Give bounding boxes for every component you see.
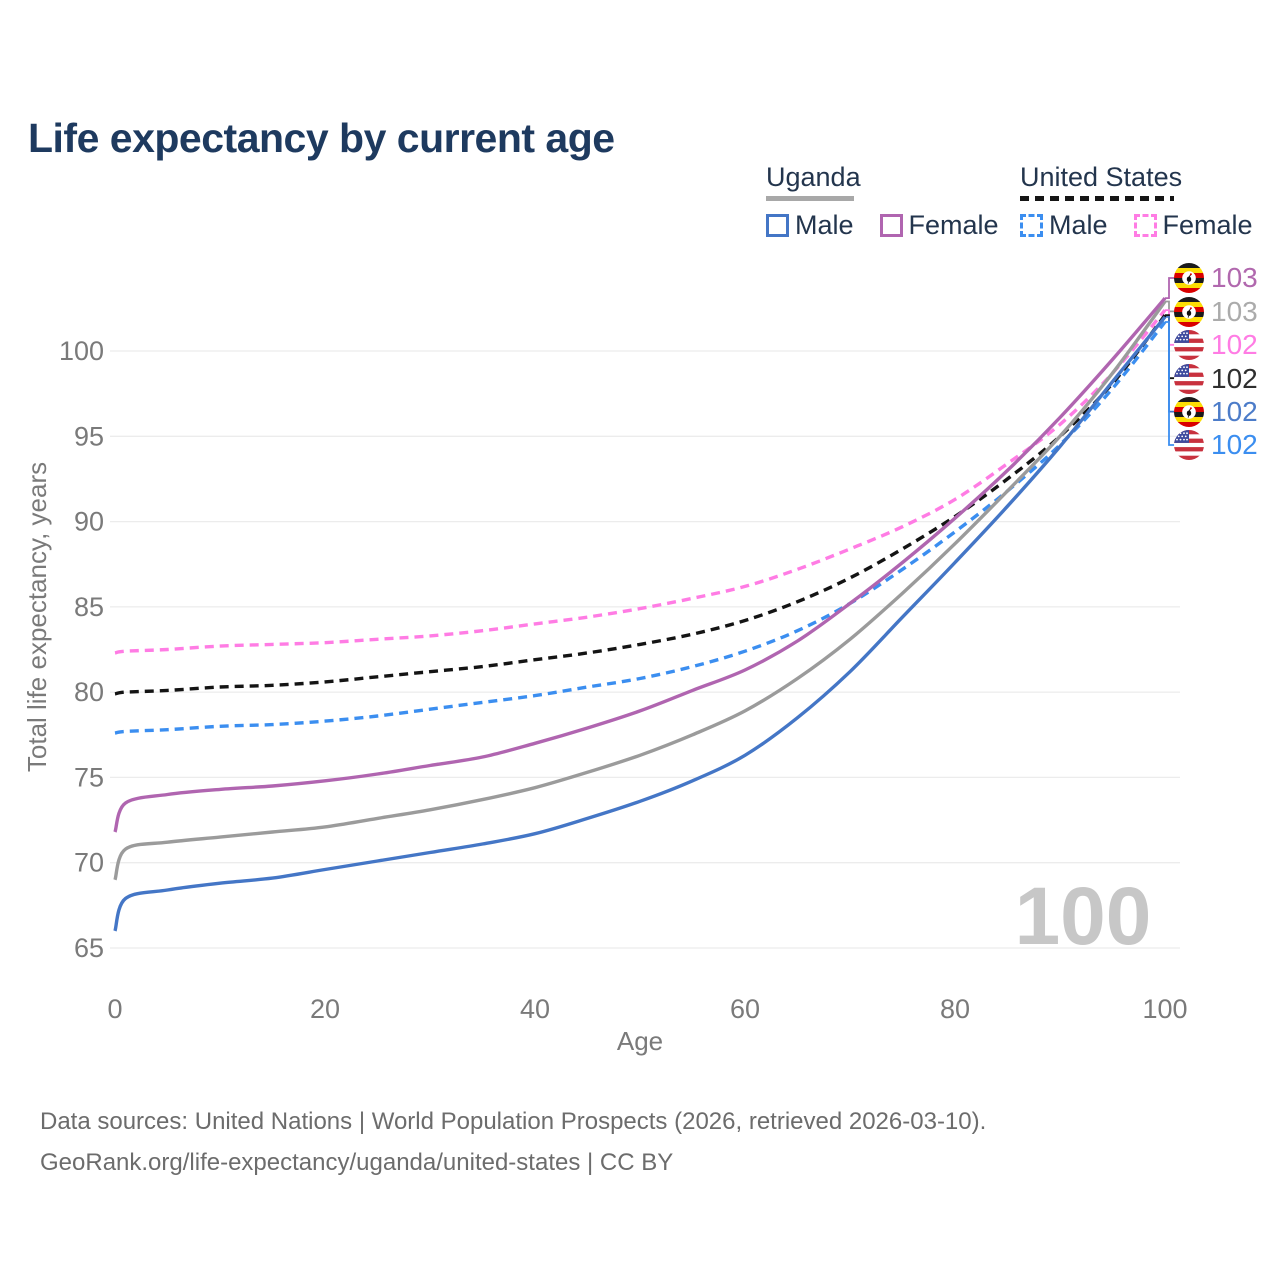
uganda-female-label: Female — [908, 210, 999, 240]
svg-text:80: 80 — [74, 677, 104, 707]
uganda-male-label: Male — [795, 210, 854, 240]
svg-text:40: 40 — [520, 994, 550, 1024]
svg-text:75: 75 — [74, 762, 104, 792]
us-female-checkbox[interactable] — [1133, 214, 1157, 237]
attribution-text: GeoRank.org/life-expectancy/uganda/unite… — [40, 1149, 674, 1176]
svg-text:Age: Age — [617, 1026, 663, 1056]
svg-text:20: 20 — [310, 994, 340, 1024]
svg-text:100: 100 — [59, 336, 104, 366]
end-label-value: 103 — [1211, 296, 1258, 327]
us-male-label: Male — [1049, 210, 1108, 240]
uganda-flag-icon — [1174, 297, 1204, 327]
end-label-value: 102 — [1211, 396, 1258, 427]
uganda-male-checkbox[interactable] — [766, 214, 789, 237]
legend-us-title: United States — [1020, 162, 1183, 192]
legend-uganda: Uganda Male Female — [766, 162, 999, 241]
us-flag-icon — [1174, 364, 1204, 394]
us-flag-icon — [1174, 430, 1204, 460]
svg-text:85: 85 — [74, 592, 104, 622]
end-label-row: 102 — [1174, 330, 1258, 360]
end-label-row: 103 — [1174, 297, 1258, 327]
us-male-checkbox[interactable] — [1020, 214, 1043, 237]
svg-text:Total life expectancy, years: Total life expectancy, years — [22, 462, 52, 772]
svg-text:90: 90 — [74, 507, 104, 537]
end-label-value: 102 — [1211, 363, 1258, 394]
uganda-flag-icon — [1174, 397, 1204, 427]
uganda-total-line-swatch — [766, 196, 854, 201]
uganda-flag-icon — [1174, 263, 1204, 293]
end-label-row: 102 — [1174, 364, 1258, 394]
end-label-row: 103 — [1174, 263, 1258, 293]
legend-uganda-title: Uganda — [766, 162, 861, 192]
svg-text:70: 70 — [74, 848, 104, 878]
end-label-value: 103 — [1211, 262, 1258, 293]
data-sources-text: Data sources: United Nations | World Pop… — [40, 1108, 987, 1135]
end-label-row: 102 — [1174, 397, 1258, 427]
end-label-value: 102 — [1211, 329, 1258, 360]
legend-united-states: United States Male Female — [1020, 162, 1253, 241]
svg-text:80: 80 — [940, 994, 970, 1024]
us-total-line-swatch — [1020, 196, 1174, 201]
svg-text:0: 0 — [107, 994, 122, 1024]
us-female-label: Female — [1162, 210, 1253, 240]
us-flag-icon — [1174, 330, 1204, 360]
svg-text:95: 95 — [74, 421, 104, 451]
svg-text:60: 60 — [730, 994, 760, 1024]
svg-text:65: 65 — [74, 933, 104, 963]
uganda-female-checkbox[interactable] — [879, 214, 903, 237]
end-label-row: 102 — [1174, 430, 1258, 460]
svg-text:100: 100 — [1142, 994, 1187, 1024]
end-label-value: 102 — [1211, 429, 1258, 460]
svg-text:100: 100 — [1015, 871, 1152, 962]
page-title: Life expectancy by current age — [28, 115, 615, 162]
